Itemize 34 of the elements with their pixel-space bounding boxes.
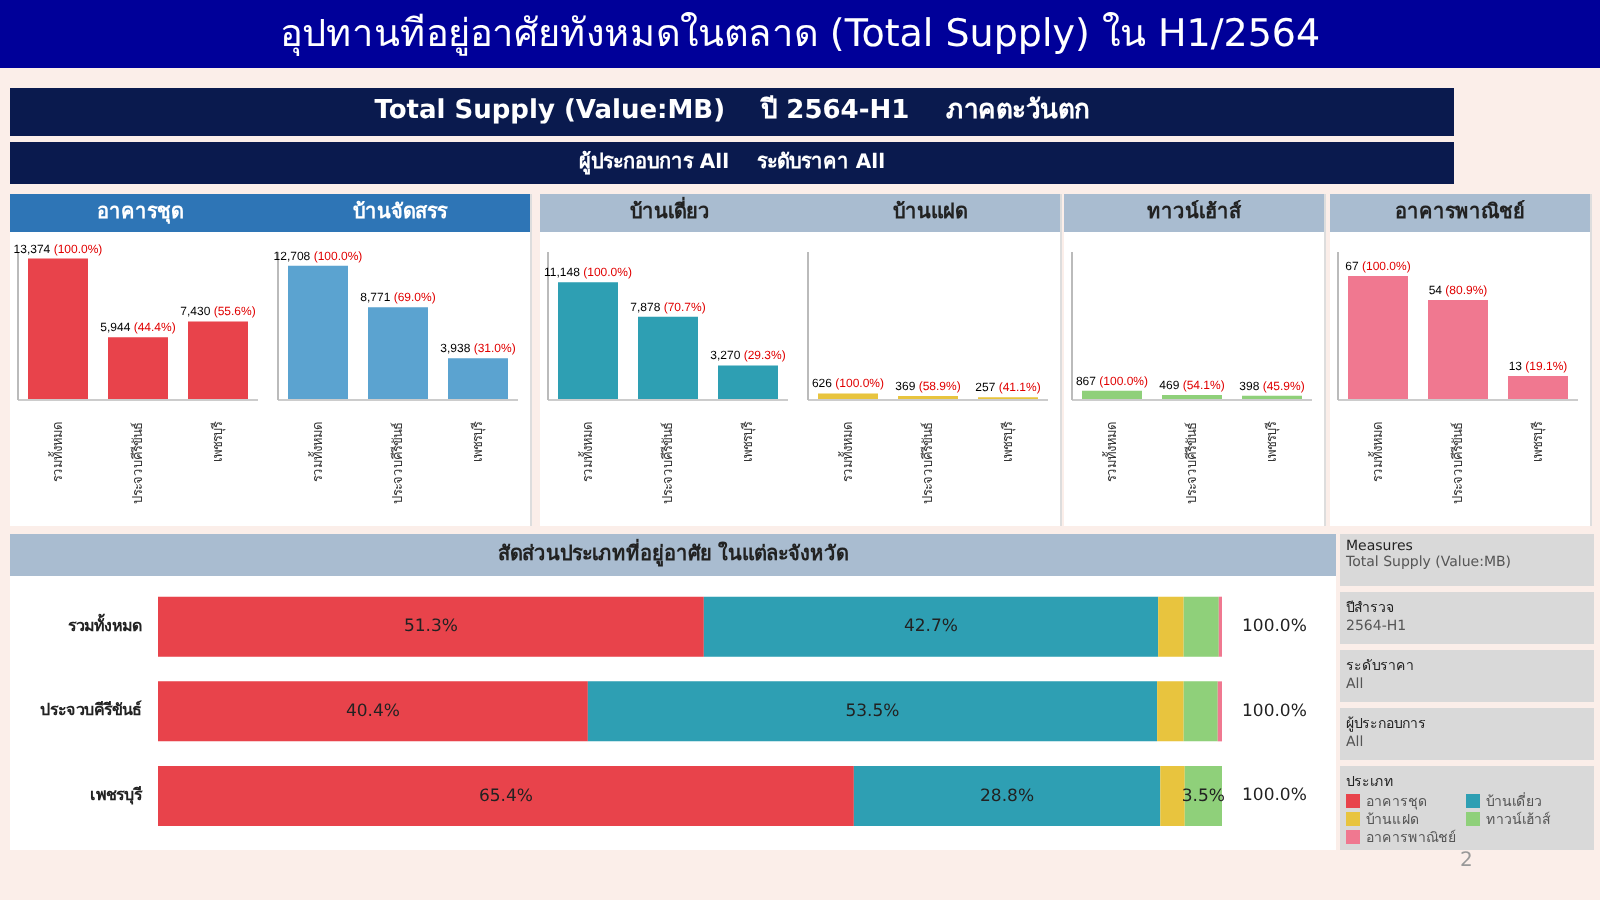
bar	[158, 681, 588, 742]
text: ผู้ประกอบการ All ระดับราคา All	[10, 142, 1454, 184]
y-tick-label: เพชรบุรี	[90, 784, 144, 807]
panel-heading: บ้านเดี่ยว	[540, 194, 800, 232]
bar	[703, 596, 1159, 657]
bar	[1183, 596, 1219, 657]
text: 2	[1460, 850, 1473, 872]
bar	[1160, 766, 1185, 827]
data-label: 65.4%	[478, 786, 533, 807]
panel-heading: อาคารชุด	[10, 194, 270, 232]
data-label: 42.7%	[903, 617, 959, 638]
panel-heading: อาคารพาณิชย์	[1330, 194, 1590, 232]
panel-heading: ทาวน์เฮ้าส์	[1064, 194, 1324, 232]
bar	[1183, 681, 1218, 742]
panel-heading: บ้านจัดสรร	[270, 194, 530, 232]
bar	[158, 596, 704, 657]
panel-heading: สัดส่วนประเภทที่อยู่อาศัย ในแต่ละจังหวัด	[10, 534, 1336, 576]
bar	[853, 766, 1161, 827]
bar	[158, 766, 854, 827]
text: Total Supply (Value:MB) ปี 2564-H1 ภาคตะวันตก	[10, 88, 1454, 136]
bar	[587, 681, 1158, 742]
data-label: 28.8%	[980, 786, 1035, 807]
bar	[1157, 681, 1184, 742]
total-label: 100.0%	[1242, 616, 1307, 637]
text: อุปทานทีอยู่อาศัยทังหมดในตลาด (Total Supply) ใน H1/2564	[0, 0, 1600, 68]
y-tick-label: ประจวบคีรีขันธ์	[40, 699, 142, 720]
total-label: 100.0%	[1242, 786, 1307, 807]
data-label: 40.4%	[345, 702, 400, 723]
bar	[1158, 596, 1184, 657]
data-label: 53.5%	[845, 702, 900, 723]
total-label: 100.0%	[1242, 701, 1307, 722]
y-tick-label: รวมทั้งหมด	[68, 612, 142, 635]
data-label: 51.3%	[403, 617, 458, 638]
panel-heading: บ้านแฝด	[800, 194, 1060, 232]
